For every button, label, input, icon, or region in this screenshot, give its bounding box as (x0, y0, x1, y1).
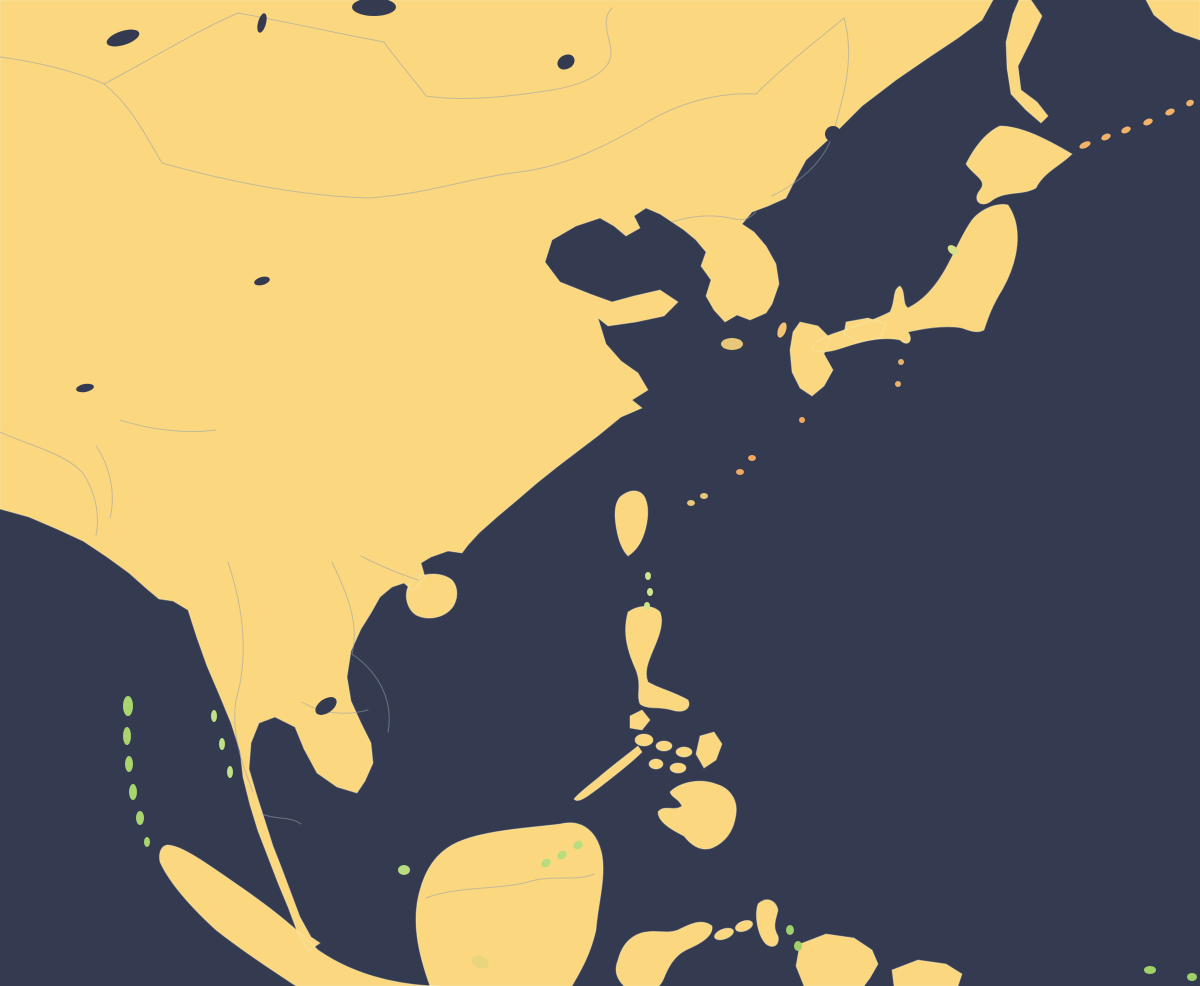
border-central-asia-2 (103, 12, 385, 85)
lake-tibet-small (76, 383, 94, 393)
border-thailand-laos-vietnam (331, 561, 390, 733)
border-malaysia-thailand (261, 813, 302, 825)
border-vietnam-china (360, 555, 419, 581)
islet-batanes-1 (645, 572, 651, 580)
lake-qinghai-small (254, 276, 270, 286)
border-china-russia-ne (755, 17, 845, 95)
lake-khanka (825, 126, 841, 142)
islet-jeju (721, 338, 743, 350)
islet-sulu-2 (557, 850, 567, 860)
lake-hulun (557, 54, 575, 70)
islet-ryukyu-1 (748, 455, 756, 461)
islet-halmahera-1 (786, 925, 794, 935)
islet-izu-2 (895, 381, 901, 387)
political-borders (0, 7, 850, 899)
border-cambodia-vietnam (301, 701, 369, 714)
islet-andaman-5 (136, 811, 144, 825)
islet-sulu-1 (573, 840, 583, 850)
islet-yaeyama-2 (687, 500, 695, 506)
islet-png-2 (1187, 973, 1197, 981)
islet-batanes-2 (647, 588, 653, 596)
border-borneo-kalimantan (425, 873, 595, 899)
border-mongolia-south (161, 93, 757, 199)
islet-mergui-2 (219, 738, 225, 750)
islet-andaman-1 (123, 696, 133, 716)
border-himalaya-states (119, 419, 217, 432)
islet-osumi (799, 417, 805, 423)
islet-tsushima (777, 322, 787, 338)
lakes (76, 0, 841, 715)
islet-halmahera-2 (794, 941, 802, 951)
islet-png-1 (1144, 966, 1156, 974)
islet-yaeyama-1 (700, 493, 708, 499)
islet-kuril-4 (1143, 118, 1153, 126)
islet-mergui-3 (227, 766, 233, 778)
islet-kuril-2 (1101, 133, 1111, 141)
border-mongolia-north (383, 7, 613, 99)
border-india-myanmar (0, 431, 98, 537)
islet-batanes-3 (644, 602, 650, 610)
islet-natuna (398, 865, 410, 875)
islet-kuril-1 (1079, 141, 1091, 149)
islet-mergui-1 (211, 710, 217, 722)
border-bangladesh (95, 445, 113, 519)
islet-andaman-4 (129, 784, 137, 800)
islet-andaman-3 (125, 756, 133, 772)
small-islands (123, 99, 1197, 981)
islet-ryukyu-2 (736, 469, 744, 475)
islet-kuril-3 (1121, 126, 1131, 134)
lake-zaysan (257, 13, 267, 33)
lake-issyk-kul (106, 29, 140, 47)
border-myanmar-thailand (227, 561, 254, 793)
border-korea-china (671, 211, 757, 223)
islet-sulu-3 (541, 858, 551, 868)
lake-uvs-nuur (352, 0, 396, 16)
islet-andaman-2 (123, 727, 131, 745)
islet-kuril-5 (1165, 108, 1175, 116)
islet-izu-1 (898, 359, 904, 365)
islet-sado (947, 245, 959, 255)
islet-kuril-6 (1186, 99, 1194, 107)
lake-tonle-sap (315, 697, 337, 715)
islet-nicobar (144, 837, 150, 847)
islet-bangka (471, 955, 489, 969)
